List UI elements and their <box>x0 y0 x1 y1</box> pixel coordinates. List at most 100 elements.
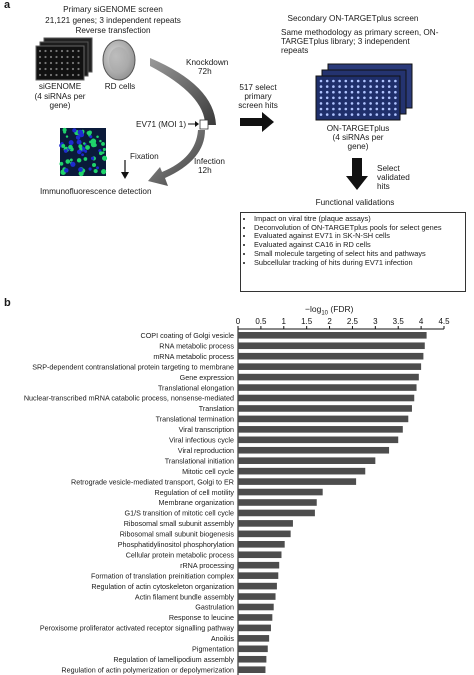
bar <box>238 603 274 611</box>
bar <box>238 415 409 423</box>
bar <box>238 499 317 506</box>
x-tick-label: 1 <box>282 317 287 326</box>
validation-item: Evaluated against CA16 in RD cells <box>254 240 462 250</box>
x-tick-label: 4 <box>419 317 424 326</box>
category-label: RNA metabolic process <box>159 341 234 350</box>
x-tick-label: 1.5 <box>301 317 313 326</box>
bar <box>238 405 412 412</box>
bar <box>238 467 366 475</box>
bar <box>238 478 357 485</box>
validation-item: Impact on viral titre (plaque assays) <box>254 214 462 224</box>
category-label: Viral infectious cycle <box>169 436 234 445</box>
primary-screen-transfection: Reverse transfection <box>75 26 151 35</box>
ontargetplus-label: ON-TARGETplus <box>326 124 390 133</box>
validation-item: Deconvolution of ON-TARGETplus pools for… <box>254 223 462 233</box>
category-label: Response to leucine <box>169 613 234 622</box>
functional-validations-label: Functional validations <box>315 198 395 207</box>
x-tick-label: 0 <box>236 317 241 326</box>
secondary-screen-line4: repeats <box>281 46 309 55</box>
bar <box>238 645 268 653</box>
panel-a-illustration <box>35 37 413 190</box>
bar <box>238 520 293 527</box>
x-tick-label: 2.5 <box>347 317 359 326</box>
category-label: Regulation of actin polymerization or de… <box>61 665 234 674</box>
bar <box>238 436 399 444</box>
category-label: Pigmentation <box>192 645 234 654</box>
bar <box>238 666 266 673</box>
category-label: Regulation of actin cytoskeleton organiz… <box>91 582 234 591</box>
knockdown-label: Knockdown <box>186 58 229 67</box>
secondary-screen-title: Secondary ON-TARGETplus screen <box>287 14 419 23</box>
sigenome-label: siGENOME <box>38 82 82 91</box>
category-label: mRNA metabolic process <box>153 352 234 361</box>
bar <box>238 332 427 339</box>
bar <box>238 446 390 454</box>
primary-screen-title: Primary siGENOME screen <box>63 5 163 14</box>
bar <box>238 426 403 433</box>
bar <box>238 457 376 464</box>
select-hits-arrow-icon <box>346 158 368 190</box>
category-label: Phosphatidylinositol phosphorylation <box>118 540 234 549</box>
x-axis-title-sub: 10 <box>321 310 328 317</box>
panel-b-label: b <box>4 297 11 309</box>
bar <box>238 530 291 538</box>
panel-a-label: a <box>4 0 11 11</box>
bar <box>238 624 271 632</box>
ev71-label: EV71 (MOI 1) <box>136 120 187 129</box>
category-label: rRNA processing <box>180 561 234 570</box>
validation-item: Small molecule targeting of select hits … <box>254 249 462 259</box>
validation-item: Subcellular tracking of hits during EV71… <box>254 258 462 268</box>
category-label: Retrograde vesicle-mediated transport, G… <box>71 477 234 486</box>
bar <box>238 635 270 642</box>
category-label: Translational termination <box>156 415 234 424</box>
x-tick-label: 0.5 <box>255 317 267 326</box>
category-label: Cellular protein metabolic process <box>126 550 235 559</box>
immunofluorescence-image <box>59 127 108 177</box>
bar <box>238 593 276 600</box>
category-label: Mitotic cell cycle <box>182 467 234 476</box>
bar <box>238 488 323 496</box>
validation-list-box: Impact on viral titre (plaque assays) De… <box>240 212 466 292</box>
fdr-bar-chart: 0 0.5 1 1.5 2 2.5 3 3.5 4 4.5 COPI coating of Golg… <box>24 317 450 675</box>
knockdown-time: 72h <box>198 67 212 76</box>
x-axis: 0 0.5 1 1.5 2 2.5 3 3.5 4 4.5 <box>236 317 450 330</box>
category-label: Translation <box>199 404 234 413</box>
category-label: Anoikis <box>211 634 235 643</box>
bar <box>238 572 279 579</box>
bar <box>238 373 419 381</box>
x-axis-title-tail: (FDR) <box>328 304 354 314</box>
ontargetplus-sirna-2: gene) <box>347 142 369 151</box>
category-label: COPI coating of Golgi vesicle <box>141 331 234 340</box>
ontargetplus-sirna-1: (4 siRNAs per <box>332 133 384 142</box>
bar <box>238 551 282 559</box>
category-label: Nuclear-transcribed mRNA catabolic proce… <box>24 394 234 403</box>
bar <box>238 352 424 360</box>
category-label: Ribosomal small subunit assembly <box>124 519 235 528</box>
category-label: Actin filament bundle assembly <box>135 592 234 601</box>
validation-list: Impact on viral titre (plaque assays) De… <box>244 214 462 268</box>
x-tick-label: 4.5 <box>438 317 450 326</box>
category-label: Viral transcription <box>179 425 234 434</box>
bar <box>238 394 415 402</box>
bar <box>238 541 285 548</box>
category-label: Ribosomal small subunit biogenesis <box>120 530 235 539</box>
category-label: Gastrulation <box>195 603 234 612</box>
validation-item: Evaluated against EV71 in SK-N-SH cells <box>254 232 462 241</box>
category-label: Peroxisome proliferator activated recept… <box>40 624 235 633</box>
x-tick-label: 3.5 <box>393 317 405 326</box>
infection-time: 12h <box>198 166 212 175</box>
x-axis-title-main: −log <box>305 304 322 314</box>
sigenome-plates-icon <box>35 37 93 81</box>
category-label: Formation of translation preinitiation c… <box>91 571 234 580</box>
category-label: Viral reproduction <box>178 446 234 455</box>
primary-screen-genes: 21,121 genes; 3 independent repeats <box>45 16 181 25</box>
category-label: Regulation of cell motility <box>155 488 235 497</box>
select-primary-hits-label: 517 select primary screen hits <box>238 83 278 110</box>
bar <box>238 614 273 621</box>
x-tick-label: 2 <box>327 317 332 326</box>
category-label: Translational elongation <box>158 383 234 392</box>
rd-cells-label: RD cells <box>104 82 136 91</box>
secondary-screen-line3: TARGETplus library; 3 independent <box>281 37 410 46</box>
bar <box>238 509 315 517</box>
rd-cells-dish-icon <box>102 39 136 81</box>
